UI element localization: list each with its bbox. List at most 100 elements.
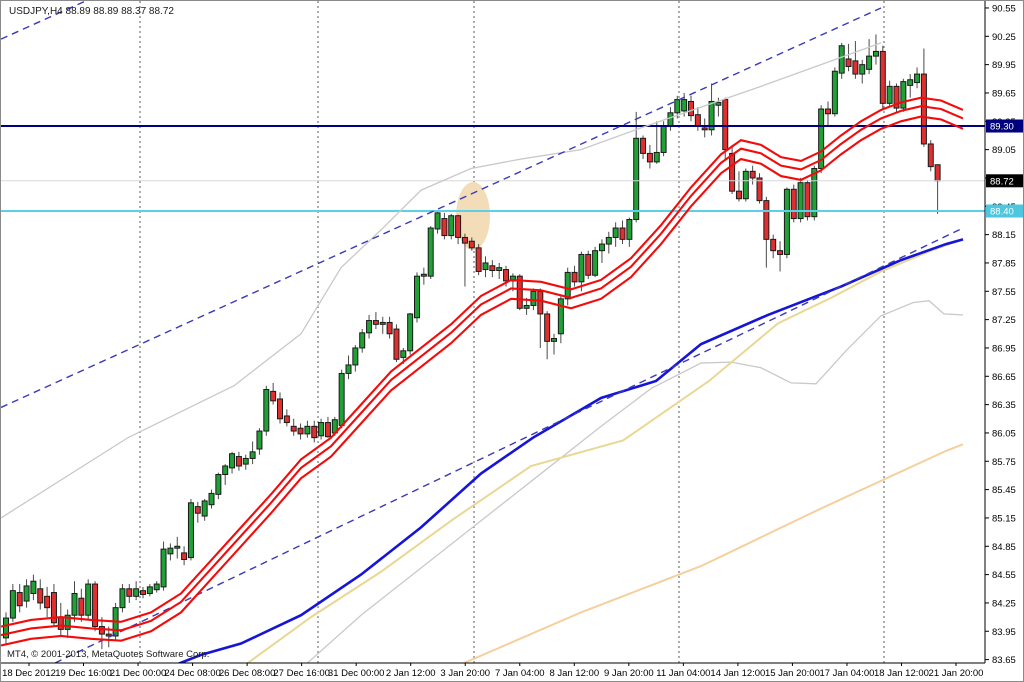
candle — [578, 251, 585, 292]
candle — [619, 220, 626, 245]
candle — [907, 74, 914, 98]
candle-body-bear — [701, 127, 708, 131]
price-axis[interactable]: 90.5590.2589.9589.6589.3589.0588.7588.45… — [985, 3, 1016, 666]
candle — [468, 237, 475, 251]
candle-body-bull — [352, 347, 359, 366]
time-axis-label: 9 Jan 20:00 — [604, 668, 654, 679]
candle-body-bull — [187, 502, 194, 559]
candle — [866, 39, 873, 75]
candle-body-bull — [557, 298, 564, 335]
candle-body-bull — [64, 614, 71, 630]
candle — [735, 171, 742, 202]
time-axis-label: 14 Jan 12:00 — [710, 668, 765, 679]
candle — [242, 454, 249, 470]
candle — [160, 541, 167, 591]
candle — [146, 584, 153, 597]
candle-body-bull — [831, 70, 838, 115]
time-axis-label: 15 Jan 20:00 — [765, 668, 820, 679]
candle — [900, 78, 907, 112]
candle-body-bear — [44, 595, 51, 609]
candle-body-bear — [140, 590, 146, 595]
candle — [427, 226, 434, 280]
candle — [455, 214, 462, 245]
candle — [749, 165, 756, 185]
candle-body-bear — [879, 50, 886, 104]
candle-body-bull — [160, 548, 167, 588]
candle — [592, 246, 599, 278]
trend-channel-dashed-line-1 — [1, 7, 882, 409]
gray-lower-band-line — [306, 300, 964, 663]
time-axis-label: 27 Dec 16:00 — [273, 668, 330, 679]
candle — [708, 83, 715, 136]
candle-body-bear — [749, 170, 756, 179]
candle-body-bull — [859, 64, 866, 75]
candle-body-bull — [598, 243, 605, 252]
candle — [646, 144, 653, 169]
grid-layer — [139, 1, 885, 663]
candle-body-bear — [393, 328, 400, 360]
candle — [345, 355, 352, 380]
candle-body-bear — [92, 583, 99, 628]
candle — [729, 144, 736, 195]
candle-body-bull — [633, 137, 640, 221]
candle-body-bear — [235, 456, 242, 467]
price-axis-label: 84.55 — [992, 570, 1016, 581]
candle — [297, 423, 304, 440]
candle-body-bull — [681, 99, 688, 112]
candle-body-bull — [797, 182, 804, 220]
price-tag-88.72: 88.72 — [986, 174, 1023, 188]
candle-body-bull — [407, 313, 414, 352]
candle-body-bear — [441, 218, 448, 237]
candle-body-bear — [763, 200, 770, 240]
red-ma-line-1 — [1, 96, 964, 628]
candle — [208, 489, 215, 509]
candle — [434, 211, 441, 234]
candle-body-bull — [838, 45, 845, 74]
candle-body-bear — [640, 137, 647, 154]
candle — [16, 584, 23, 613]
candle — [174, 536, 181, 559]
candle-body-bear — [37, 588, 44, 604]
candle — [372, 312, 379, 330]
candle — [818, 105, 825, 174]
candle-body-bear — [544, 313, 551, 342]
candle — [44, 586, 51, 618]
candle-body-bear — [646, 152, 653, 163]
candle — [770, 234, 777, 259]
candle — [489, 260, 496, 278]
highlight-ellipse-annotation[interactable] — [456, 182, 490, 250]
candle-body-bull — [85, 583, 92, 616]
candle-body-bear — [852, 60, 859, 75]
candle-body-bull — [242, 457, 249, 465]
candle-body-bull — [9, 590, 16, 619]
time-axis-label: 2 Jan 12:00 — [386, 668, 436, 679]
candle-body-bull — [914, 73, 921, 84]
time-axis-label: 3 Jan 20:00 — [440, 668, 490, 679]
candle-body-bull — [263, 389, 270, 432]
candle-body-bear — [688, 100, 694, 117]
candle-body-bull — [715, 101, 722, 106]
price-axis-label: 85.45 — [992, 485, 1016, 496]
candle — [537, 288, 544, 348]
price-axis-label: 83.95 — [992, 627, 1016, 638]
trend-channel-dashed-line-2 — [53, 227, 964, 663]
price-tag-value: 88.72 — [990, 176, 1014, 187]
candle-body-bull — [551, 338, 557, 342]
candle-body-bear — [105, 633, 112, 637]
candle — [838, 42, 845, 79]
price-axis-label: 86.95 — [992, 343, 1016, 354]
candle-body-bear — [270, 390, 277, 402]
time-axis-label: 21 Dec 00:00 — [110, 668, 167, 679]
candle — [85, 579, 92, 619]
candle-body-bull — [886, 85, 893, 104]
price-axis-label: 86.65 — [992, 372, 1016, 383]
candle-body-bull — [30, 580, 37, 594]
candle — [626, 217, 633, 247]
candle-body-bear — [277, 398, 283, 420]
candle — [57, 602, 64, 636]
candle — [777, 241, 784, 272]
blue-ma-line — [176, 238, 964, 663]
candle — [763, 196, 770, 268]
